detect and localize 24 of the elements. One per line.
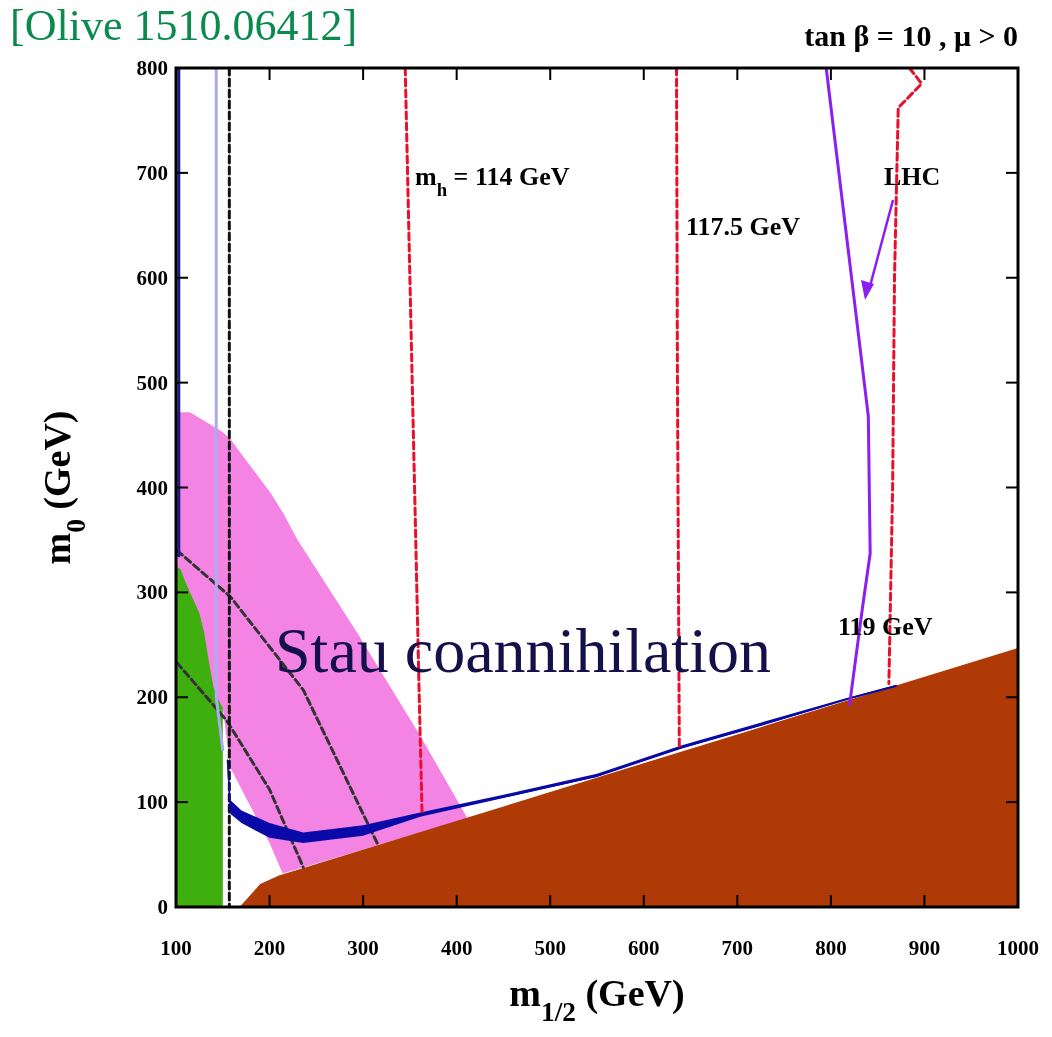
x-tick-label: 500 [534,936,566,960]
y-tick-label: 400 [136,475,168,500]
x-tick-label: 600 [628,936,660,960]
y-tick-label: 700 [136,160,168,185]
x-tick-label: 400 [440,936,473,960]
y-tick-label: 500 [136,370,168,395]
x-axis-title: m$_{1/2}$ (GeV) [509,972,685,1027]
x-tick-label: 1000 [997,936,1039,960]
y-tick-label: 0 [157,895,168,919]
y-tick-label: 600 [136,265,168,290]
x-tick-label: 300 [347,936,379,960]
annotation: m$_{h}$ = 114 GeV [415,162,570,200]
y-tick-label: 100 [136,790,168,815]
y-tick-label: 800 [136,56,168,80]
x-tick-label: 200 [253,936,286,960]
x-tick-label: 100 [160,936,192,960]
x-tick-label: 700 [721,936,754,960]
chart-title: tan β = 10 , μ > 0 [804,19,1018,52]
annotation: 117.5 GeV [686,212,801,241]
x-tick-label: 800 [815,936,847,960]
y-tick-label: 300 [136,580,168,605]
x-tick-label: 900 [908,936,941,960]
y-tick-label: 200 [136,685,168,710]
text: [Olive 1510.06412] [10,1,358,50]
